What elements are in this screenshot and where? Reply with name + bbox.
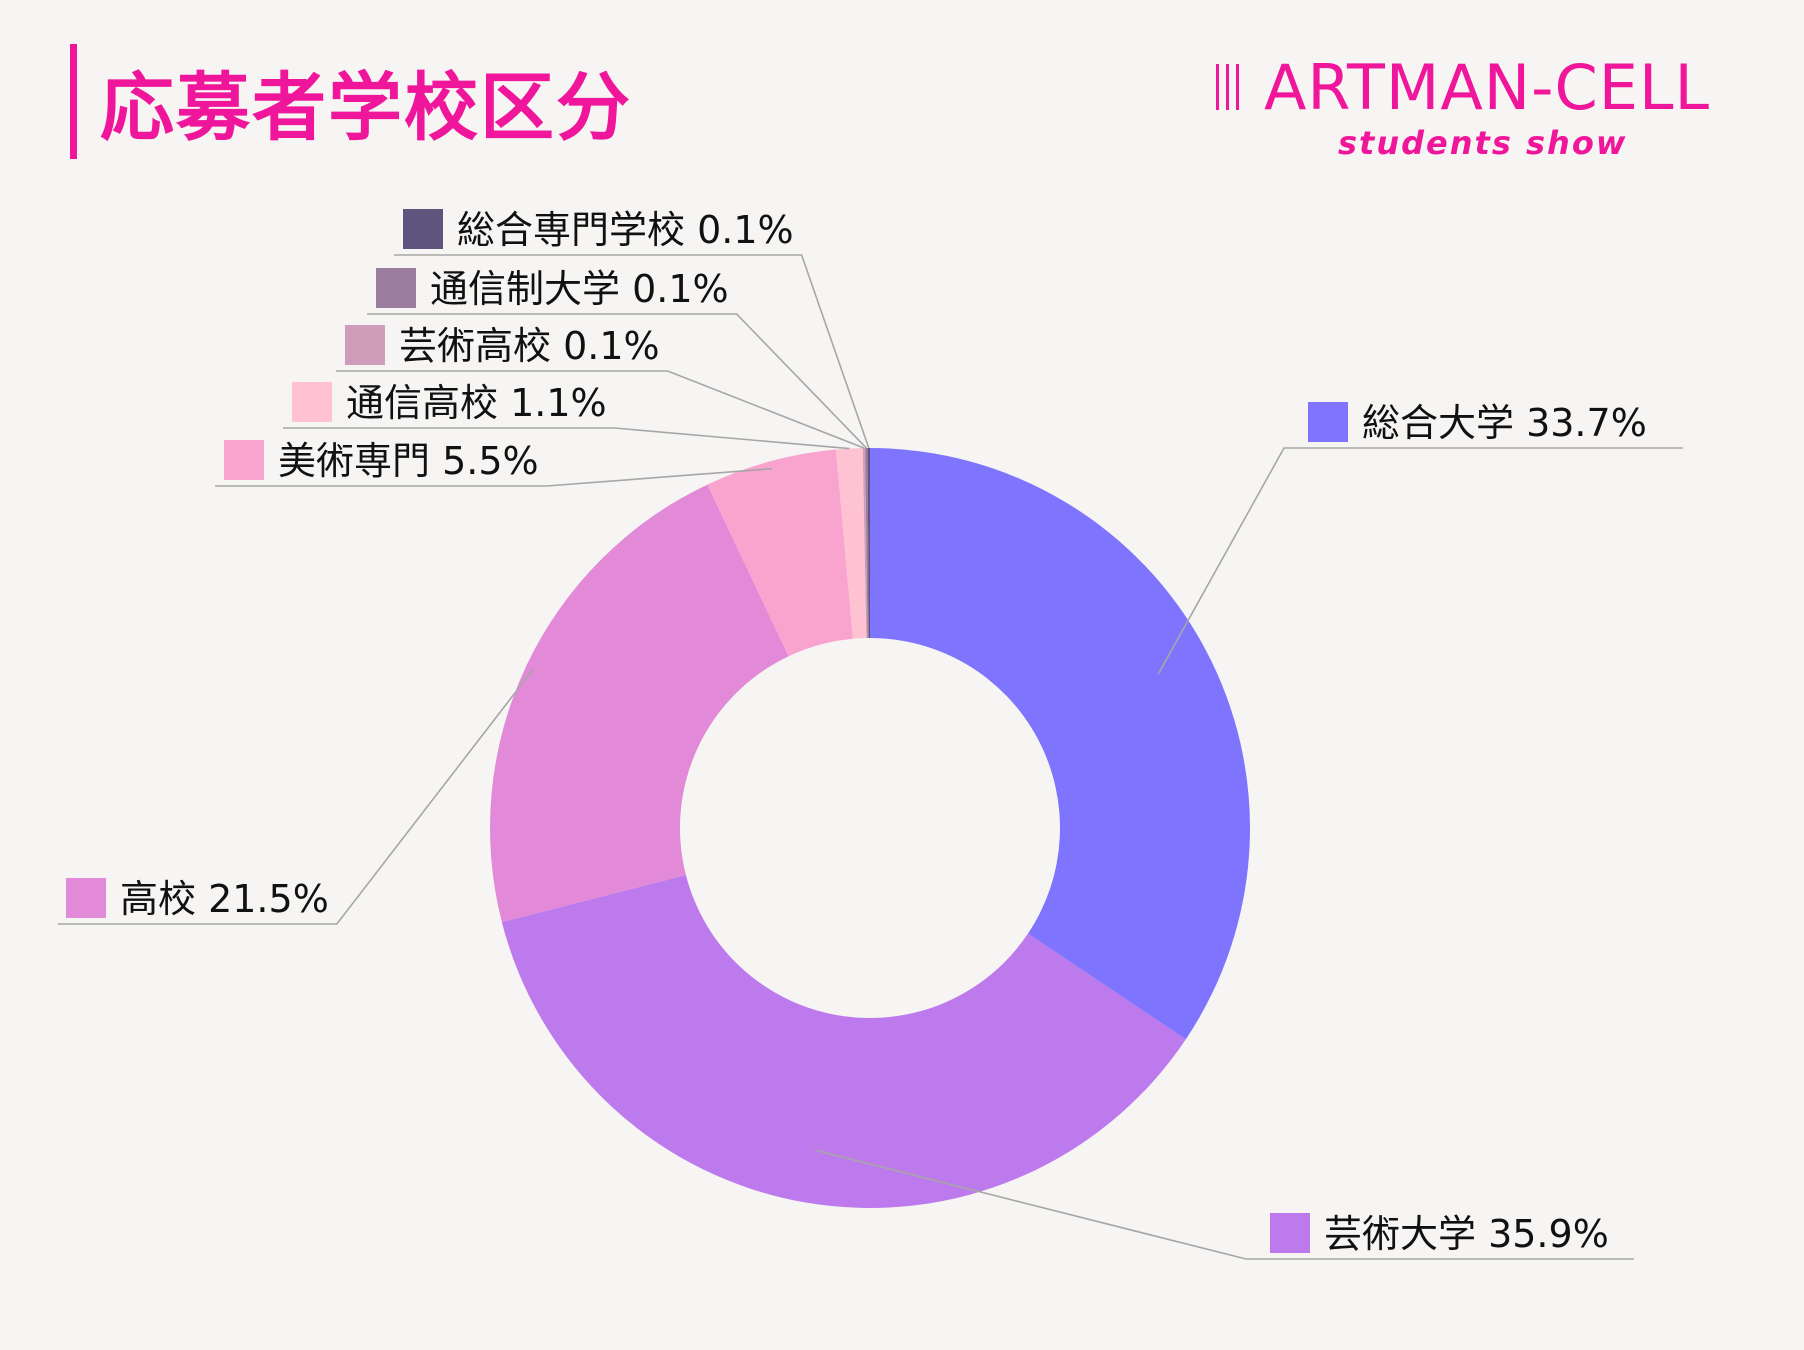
legend-swatch — [376, 268, 416, 308]
slice-label: 芸術大学 35.9% — [1324, 1212, 1609, 1256]
title-accent-bar — [70, 44, 77, 159]
leader-line — [58, 669, 534, 925]
legend-label-5: 通信高校 1.1% — [283, 381, 850, 450]
legend-label-6: 芸術高校 0.1% — [336, 324, 865, 449]
slice-3 — [490, 484, 789, 923]
legend-label-2: 芸術大学 35.9% — [814, 1149, 1634, 1260]
legend-label-4: 美術専門 5.5% — [215, 439, 773, 487]
slice-label: 通信制大学 0.1% — [430, 267, 729, 311]
legend-swatch — [403, 209, 443, 249]
slice-5 — [835, 448, 867, 639]
slice-4 — [707, 449, 853, 657]
leader-line — [814, 1149, 1634, 1260]
leader-line — [1157, 447, 1683, 675]
brand-logo: ARTMAN-CELL students show — [1214, 48, 1754, 168]
chart-slices — [490, 448, 1251, 1209]
legend-label-3: 高校 21.5% — [58, 669, 534, 925]
legend-label-8: 総合専門学校 0.1% — [394, 208, 870, 449]
leader-line — [367, 313, 867, 449]
slice-label: 高校 21.5% — [120, 877, 329, 921]
leader-line — [215, 467, 773, 487]
slice-1 — [870, 448, 1251, 1040]
chart-labels: 総合大学 33.7% 芸術大学 35.9% 高校 21.5% 美術専門 5.5% 通信高… — [58, 208, 1683, 1260]
legend-swatch — [292, 382, 332, 422]
slice-7 — [865, 448, 869, 639]
leader-line — [283, 427, 850, 450]
legend-swatch — [345, 325, 385, 365]
logo-tagline: students show — [1338, 124, 1628, 162]
legend-swatch — [1270, 1213, 1310, 1253]
logo-name: ARTMAN-CELL — [1264, 51, 1711, 124]
slice-label: 芸術高校 0.1% — [399, 324, 660, 368]
legend-label-7: 通信制大学 0.1% — [367, 267, 867, 449]
slice-6 — [862, 448, 868, 639]
slice-label: 通信高校 1.1% — [346, 381, 607, 425]
page-title: 応募者学校区分 — [100, 65, 632, 151]
legend-swatch — [1308, 402, 1348, 442]
logo-bars-icon — [1216, 64, 1252, 110]
slice-label: 総合大学 33.7% — [1362, 401, 1647, 445]
legend-swatch — [66, 878, 106, 918]
legend-swatch — [224, 440, 264, 480]
legend-label-1: 総合大学 33.7% — [1157, 401, 1683, 675]
slice-8 — [867, 448, 870, 639]
slice-2 — [501, 875, 1186, 1209]
slice-label: 総合専門学校 0.1% — [457, 208, 794, 252]
slice-label: 美術専門 5.5% — [278, 439, 539, 483]
leader-line — [336, 370, 865, 449]
leader-line — [394, 254, 870, 449]
